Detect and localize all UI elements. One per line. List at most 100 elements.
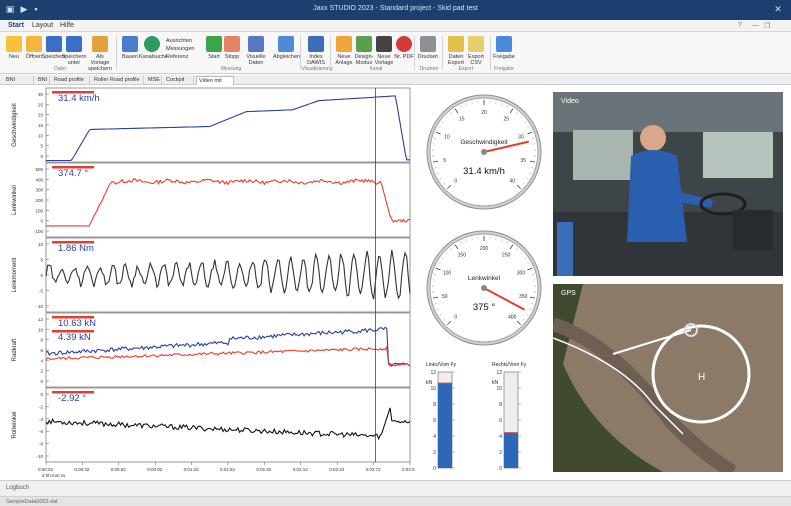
restore-icon[interactable]: ❐ <box>764 23 771 30</box>
y-tick-label: -2 <box>39 404 43 409</box>
gauge-tick-label: 0 <box>454 178 457 184</box>
open-button[interactable]: Öffnen <box>25 54 43 60</box>
save-as-icon[interactable] <box>66 36 82 52</box>
visual-data-button[interactable]: Visuelle Daten <box>246 54 266 66</box>
reference-button[interactable]: Referenz <box>166 54 189 60</box>
tab-cockpit-3d[interactable]: Cockpit 3D <box>164 76 194 92</box>
visual-data-icon[interactable] <box>248 36 264 52</box>
open-icon[interactable] <box>26 36 42 52</box>
minimize-icon[interactable]: — <box>752 22 759 29</box>
save-as-button[interactable]: Speichern unter <box>61 54 87 66</box>
y-tick-label: 200 <box>35 198 43 203</box>
pdf-button[interactable]: Nr. PDF <box>394 54 414 60</box>
channel-search-icon[interactable] <box>144 36 160 52</box>
print-icon[interactable] <box>420 36 436 52</box>
menu-layout[interactable]: Layout <box>32 22 54 29</box>
export-csv-button[interactable]: Export CSV <box>468 54 484 66</box>
gauge-minor-tick <box>501 239 503 242</box>
compare-icon[interactable] <box>278 36 294 52</box>
window-close-icon[interactable]: ✕ <box>774 4 782 14</box>
gauge-minor-tick <box>441 121 444 123</box>
y-tick-label: 0 <box>40 154 43 159</box>
video-panel[interactable]: Video <box>553 92 783 276</box>
save-template-button[interactable]: Als Vorlage speichern <box>88 54 112 72</box>
tab-road-profile[interactable]: Road profile <box>52 76 90 85</box>
gauge-minor-tick <box>527 262 530 264</box>
data-export-icon[interactable] <box>448 36 464 52</box>
group-vis-label: Visualisierung <box>301 66 333 72</box>
measurements-button[interactable]: Messungen <box>166 46 195 52</box>
channel-search-button[interactable]: Kanalsuche <box>139 54 168 60</box>
video-frame <box>553 92 783 276</box>
index-button[interactable]: Index DAWIS <box>307 54 325 66</box>
play-quick-icon[interactable]: ▶ <box>20 4 28 14</box>
bar-tick-label: 0 <box>499 466 502 472</box>
bar-tick-label: 4 <box>499 434 502 440</box>
menu-start[interactable]: Start <box>8 22 24 29</box>
stop-icon[interactable] <box>224 36 240 52</box>
tab-video-gps[interactable]: Video mit GPS <box>196 76 234 93</box>
log-label[interactable]: Logbuch <box>6 485 30 491</box>
save-quick-icon[interactable]: ▪ <box>34 4 38 14</box>
gps-map: H <box>553 284 783 472</box>
share-icon[interactable] <box>496 36 512 52</box>
new-button[interactable]: Neu <box>8 54 20 60</box>
design-mode-icon[interactable] <box>356 36 372 52</box>
align-button[interactable]: Ausrichten <box>166 38 192 44</box>
save-button[interactable]: Speichern <box>41 54 67 60</box>
y-tick-label: 30 <box>38 92 44 97</box>
design-mode-button[interactable]: Design-Modus <box>354 54 374 66</box>
gauge-minor-tick <box>529 172 532 174</box>
build-button[interactable]: Bauen <box>122 54 138 60</box>
data-export-button[interactable]: Daten Export <box>448 54 464 66</box>
gauge-tick <box>516 320 522 326</box>
plot-frame-3 <box>45 237 411 313</box>
menu-help[interactable]: Hilfe <box>60 22 75 29</box>
print-button[interactable]: Drucken <box>417 54 439 60</box>
gauge-minor-tick <box>445 116 448 119</box>
export-csv-icon[interactable] <box>468 36 484 52</box>
gauge-minor-tick <box>532 137 535 139</box>
new-system-button[interactable]: Neue Anlage <box>335 54 353 66</box>
gauge-tick-label: 100 <box>443 271 452 277</box>
index-icon[interactable] <box>308 36 324 52</box>
tab-roller-road[interactable]: Roller Road profile <box>92 76 144 85</box>
gauge-minor-tick <box>434 167 437 169</box>
build-icon[interactable] <box>122 36 138 52</box>
new-icon[interactable] <box>6 36 22 52</box>
bar-tick-label: 12 <box>430 370 436 376</box>
new-system-icon[interactable] <box>336 36 352 52</box>
gauge-tick-label: 25 <box>503 117 509 123</box>
new-template-icon[interactable] <box>376 36 392 52</box>
gauge-label: Geschwindigkeit <box>460 139 508 146</box>
new-template-button[interactable]: Neue Vorlage <box>374 54 394 66</box>
compare-button[interactable]: Abgleichen <box>273 54 301 60</box>
help-icon[interactable]: ? <box>738 22 742 29</box>
bar-fill <box>438 383 452 468</box>
value-marker <box>52 91 94 94</box>
channel-label: Rollwinkel <box>12 411 18 438</box>
gps-map-panel[interactable]: H GPS <box>553 284 783 472</box>
gauge-minor-tick <box>436 172 439 174</box>
gauge-hub <box>481 149 487 155</box>
series-line-lenkmoment <box>45 249 411 300</box>
gauge-tick-label: 200 <box>480 246 489 252</box>
gauge-minor-tick <box>516 248 518 251</box>
share-button[interactable]: Freigabe <box>493 54 515 60</box>
gauge-minor-tick <box>520 116 523 119</box>
tab-bni[interactable]: BNI <box>36 76 50 85</box>
y-tick-label: 5 <box>40 144 43 149</box>
gauge-minor-tick <box>445 252 448 255</box>
save-template-icon[interactable] <box>92 36 108 52</box>
gauge-tick-label: 250 <box>502 253 511 259</box>
tab-mse[interactable]: MSE <box>146 76 162 85</box>
save-icon[interactable] <box>46 36 62 52</box>
gauge-minor-tick <box>530 131 533 134</box>
pdf-icon[interactable] <box>396 36 412 52</box>
tab-bni-overview[interactable]: BNI overview <box>4 76 34 92</box>
start-icon[interactable] <box>206 36 222 52</box>
stop-button[interactable]: Stopp <box>224 54 240 60</box>
start-button[interactable]: Start <box>208 54 220 60</box>
group-share-label: Freigabe <box>494 66 514 72</box>
